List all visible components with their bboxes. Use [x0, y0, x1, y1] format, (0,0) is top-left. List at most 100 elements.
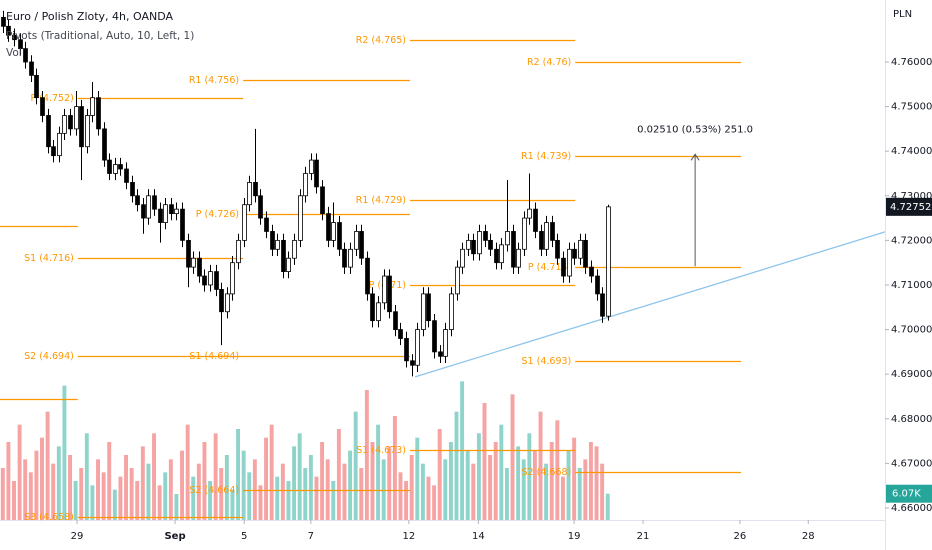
- candle-body: [197, 257, 202, 277]
- candle-body: [354, 231, 359, 250]
- candle-body: [511, 231, 516, 268]
- volume-bar: [157, 485, 162, 520]
- volume-bar: [314, 476, 319, 520]
- volume-bar: [112, 489, 117, 520]
- candle-body: [483, 231, 488, 241]
- volume-bar: [516, 446, 521, 520]
- candle-body: [606, 206, 611, 317]
- y-tick-label: 4.71000: [891, 280, 932, 291]
- pivot-label: S2 (4.694): [24, 351, 74, 362]
- volume-bar: [146, 463, 151, 520]
- volume-bar: [521, 459, 526, 520]
- candle-body: [342, 248, 347, 268]
- candle-body: [135, 195, 140, 206]
- candle-body: [595, 275, 600, 295]
- volume-bar: [538, 411, 543, 520]
- x-tick-label: 21: [637, 531, 650, 542]
- pivot-label: S1 (4.693): [522, 356, 572, 367]
- candle-body: [124, 168, 129, 183]
- candle-body: [382, 275, 387, 304]
- volume-bar: [275, 476, 280, 520]
- candle-body: [415, 329, 420, 366]
- candle-body: [1, 16, 6, 27]
- x-tick-label: 26: [734, 531, 747, 542]
- volume-bar: [6, 442, 11, 520]
- pivot-label: R1 (4.756): [189, 75, 239, 86]
- volume-bar: [56, 446, 61, 520]
- volume-bar: [336, 429, 341, 520]
- x-tick-label: 28: [802, 531, 815, 542]
- candle-body: [214, 271, 219, 290]
- pivot-label: S3 (4.658): [24, 512, 74, 523]
- volume-bar: [325, 459, 330, 520]
- candle-body: [320, 186, 325, 215]
- candle-body: [460, 248, 465, 268]
- candle-body: [600, 293, 605, 317]
- pivot-label: P (4.726): [196, 209, 239, 220]
- volume-bar: [600, 463, 605, 520]
- candle-body: [348, 248, 353, 268]
- volume-bar: [241, 450, 246, 520]
- candle-body: [141, 204, 146, 219]
- pivot-label: R2 (4.765): [356, 35, 406, 46]
- volume-bar: [168, 459, 173, 520]
- candle-body: [533, 208, 538, 232]
- volume-bar: [560, 476, 565, 520]
- candle-body: [309, 159, 314, 174]
- y-tick-label: 4.74000: [891, 146, 932, 157]
- volume-bar: [392, 416, 397, 520]
- candle-body: [225, 293, 230, 313]
- volume-bar: [40, 437, 44, 520]
- volume-bar: [202, 442, 207, 520]
- volume-bar: [28, 472, 33, 520]
- candle-body: [51, 146, 56, 157]
- volume-bar: [68, 455, 72, 520]
- volume-bar: [101, 472, 106, 520]
- candle-body: [550, 222, 555, 241]
- candle-body: [522, 217, 527, 250]
- volume-bar: [426, 476, 431, 520]
- candle-body: [18, 39, 23, 50]
- candle-body: [583, 239, 588, 268]
- volume-bar: [230, 489, 235, 520]
- volume-bar: [370, 442, 375, 520]
- volume-bar: [213, 433, 218, 520]
- volume-bar: [303, 468, 308, 520]
- volume-bar: [572, 437, 577, 520]
- candle-body: [247, 182, 252, 206]
- volume-bar: [577, 468, 582, 520]
- y-tick-label: 4.72000: [891, 235, 932, 246]
- measure-arrowhead: [690, 153, 700, 161]
- y-tick-label: 4.73000: [891, 191, 932, 202]
- pivot-label: R1 (4.729): [356, 195, 406, 206]
- volume-bar: [84, 433, 89, 520]
- candle-body: [331, 222, 336, 241]
- volume-bar: [476, 433, 481, 520]
- candle-body: [169, 204, 174, 215]
- volume-bar: [79, 468, 84, 520]
- candle-body: [219, 289, 224, 313]
- volume-bar: [493, 442, 498, 520]
- candle-body: [186, 239, 191, 268]
- candle-body: [516, 248, 521, 268]
- candle-body: [449, 293, 454, 330]
- volume-bar: [308, 455, 313, 520]
- candle-body: [376, 302, 381, 322]
- candle-body: [74, 106, 79, 130]
- volume-bar: [135, 481, 140, 520]
- candle-body: [174, 208, 179, 215]
- candle-body: [152, 195, 157, 210]
- y-tick-label: 4.67000: [891, 458, 932, 469]
- volume-bar: [224, 455, 229, 520]
- volume-bar: [488, 455, 493, 520]
- candle-body: [281, 239, 286, 272]
- volume-bar: [280, 463, 285, 520]
- last-price-label: 4.72752: [890, 202, 931, 213]
- candle-body: [359, 231, 364, 259]
- volume-bar: [219, 468, 224, 520]
- candle-body: [314, 159, 319, 188]
- y-tick-label: 4.70000: [891, 325, 932, 336]
- candle-body: [236, 239, 241, 264]
- volume-bar: [353, 411, 358, 520]
